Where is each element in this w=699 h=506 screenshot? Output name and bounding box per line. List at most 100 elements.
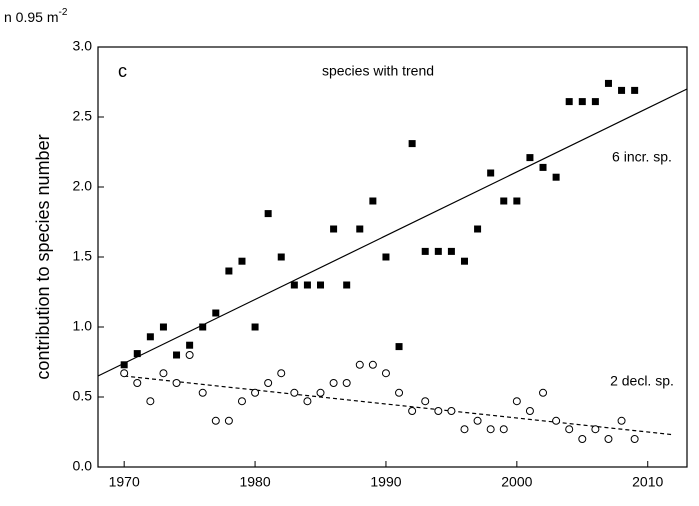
point [212,309,220,317]
point [499,425,508,434]
point [369,197,377,205]
point [343,281,351,289]
point [512,397,521,406]
point [591,425,600,434]
point [356,225,364,233]
point [578,98,586,106]
point [513,197,521,205]
plot-frame [97,46,688,468]
point [447,407,456,415]
point [630,435,639,443]
point [604,435,613,443]
point [290,388,299,397]
point [552,416,561,425]
trend-line [97,88,688,377]
point [251,388,260,397]
point [460,425,469,434]
trend-line [124,375,674,436]
point [421,397,430,406]
point [277,369,286,378]
point [618,86,626,94]
series-label: 2 decl. sp. [610,373,674,389]
point [355,360,364,369]
point [474,225,482,233]
x-tick-label: 1980 [239,474,270,490]
point [525,407,534,415]
point [434,247,442,255]
x-tick-label: 1990 [370,474,401,490]
point [395,343,403,351]
unit-exponent: -2 [58,7,67,18]
point [146,397,155,406]
point [539,163,547,171]
point [500,197,508,205]
point [277,253,285,261]
point [316,388,325,397]
point [329,379,338,387]
unit-text: n 0.95 m [4,9,58,25]
point [264,210,272,218]
point [185,351,194,359]
point [159,323,167,331]
point [421,247,429,255]
y-tick-label: 1.5 [73,248,93,264]
point [198,388,207,397]
point [146,333,154,341]
y-tick-label: 1.0 [73,318,93,334]
y-tick-label: 2.5 [73,108,93,124]
point [211,416,220,425]
point [382,253,390,261]
point [251,323,259,331]
point [381,369,390,378]
y-tick-label: 0.5 [73,388,93,404]
point [526,154,534,162]
point [199,323,207,331]
y-tick-label: 0.0 [73,458,93,474]
series-label: 6 incr. sp. [612,149,672,165]
point [120,369,129,378]
point [120,361,128,369]
point [225,267,233,275]
point [133,350,141,358]
point [342,379,351,387]
point [264,379,273,387]
chart-title: species with trend [322,63,434,79]
point [303,281,311,289]
x-tick-label: 2010 [632,474,663,490]
point [368,360,377,369]
point [434,407,443,415]
point [447,247,455,255]
point [290,281,298,289]
point [172,379,181,387]
point [604,79,612,87]
point [487,169,495,177]
point [591,98,599,106]
point [631,86,639,94]
point [395,388,404,397]
y-tick-label: 2.0 [73,178,93,194]
x-tick-label: 1970 [109,474,140,490]
point [578,435,587,443]
point [539,388,548,397]
point [473,416,482,425]
unit-label: n 0.95 m-2 [4,7,68,25]
point [408,140,416,148]
point [186,341,194,349]
point [565,98,573,106]
point [173,351,181,359]
point [238,257,246,265]
y-axis-label: contribution to species number [33,134,53,379]
point [237,397,246,406]
point [330,225,338,233]
y-tick-label: 3.0 [73,38,93,54]
point [133,379,142,387]
point [224,416,233,425]
point [486,425,495,434]
point [159,369,168,378]
point [303,397,312,406]
point [408,407,417,415]
x-tick-label: 2000 [501,474,532,490]
point [617,416,626,425]
point [460,257,468,265]
